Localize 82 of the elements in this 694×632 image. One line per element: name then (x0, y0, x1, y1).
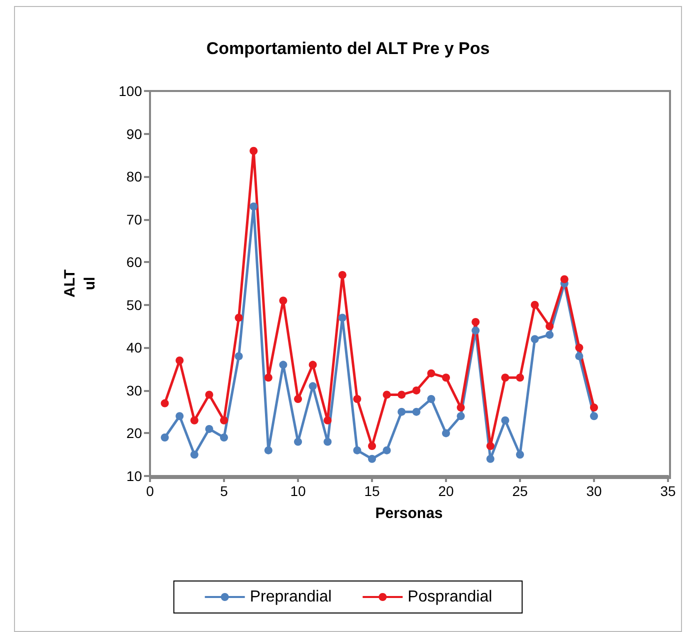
y-tick-label: 20 (126, 425, 142, 442)
y-tick-label: 50 (126, 296, 142, 313)
legend-label: Posprandial (408, 588, 492, 606)
point (442, 429, 450, 438)
point (530, 300, 539, 309)
point (176, 356, 184, 364)
x-tick-label: 30 (586, 483, 602, 499)
x-tick-label: 0 (146, 483, 154, 499)
point (308, 382, 317, 390)
point (353, 395, 362, 403)
legend-label: Preprandial (250, 588, 332, 606)
y-tick-label: 10 (126, 468, 142, 484)
point (279, 360, 288, 369)
point (546, 330, 554, 339)
point (427, 369, 436, 378)
point (294, 395, 302, 403)
y-tick-label: 90 (126, 126, 142, 142)
point (190, 450, 198, 459)
y-tick-label: 30 (126, 382, 142, 398)
point (412, 386, 420, 394)
point (264, 374, 272, 382)
point (412, 408, 420, 416)
point (575, 344, 584, 352)
chart-title: Comportamiento del ALT Pre y Pos (206, 39, 490, 58)
point (279, 296, 288, 305)
point (205, 424, 214, 433)
point (472, 326, 480, 335)
point (176, 412, 184, 420)
point (250, 202, 258, 210)
point (160, 434, 169, 442)
point (160, 399, 169, 408)
point (501, 374, 510, 382)
point (308, 360, 317, 369)
point (442, 374, 450, 382)
point (427, 395, 436, 403)
point (516, 450, 524, 459)
point (368, 454, 376, 463)
point (590, 412, 598, 420)
x-axis-title: Personas (375, 505, 443, 522)
point (486, 442, 494, 450)
x-tick-label: 20 (438, 483, 454, 499)
point (338, 314, 346, 322)
point (472, 318, 480, 326)
y-tick-label: 40 (126, 340, 142, 356)
point (205, 390, 214, 399)
point (234, 352, 243, 360)
point (220, 416, 228, 424)
point (234, 314, 243, 322)
point (590, 404, 598, 412)
y-tick-label: 80 (126, 168, 142, 185)
point (575, 352, 584, 360)
x-tick-label: 15 (364, 483, 380, 499)
y-axis-title: ALT ul (62, 269, 98, 298)
point (382, 446, 391, 454)
x-tick-label: 25 (512, 483, 528, 499)
point (190, 416, 198, 424)
point (560, 275, 568, 284)
y-tick-label: 60 (126, 254, 142, 270)
point (382, 390, 391, 399)
point (530, 335, 539, 344)
x-tick-label: 5 (220, 483, 228, 499)
point (486, 454, 494, 463)
point (546, 322, 554, 330)
y-tick-label: 100 (118, 83, 142, 99)
point (324, 416, 332, 424)
y-tick-label: 70 (126, 211, 142, 228)
point (353, 446, 362, 454)
point (456, 404, 465, 412)
point (516, 374, 524, 382)
x-tick-label: 10 (290, 483, 306, 499)
point (264, 446, 272, 454)
point (398, 390, 406, 399)
point (220, 434, 228, 442)
point (456, 412, 465, 420)
point (338, 270, 346, 279)
x-tick-label: 35 (660, 483, 676, 499)
point (324, 438, 332, 446)
point (368, 442, 376, 450)
point (294, 438, 302, 446)
point (501, 416, 510, 424)
point (250, 146, 258, 155)
point (398, 408, 406, 416)
